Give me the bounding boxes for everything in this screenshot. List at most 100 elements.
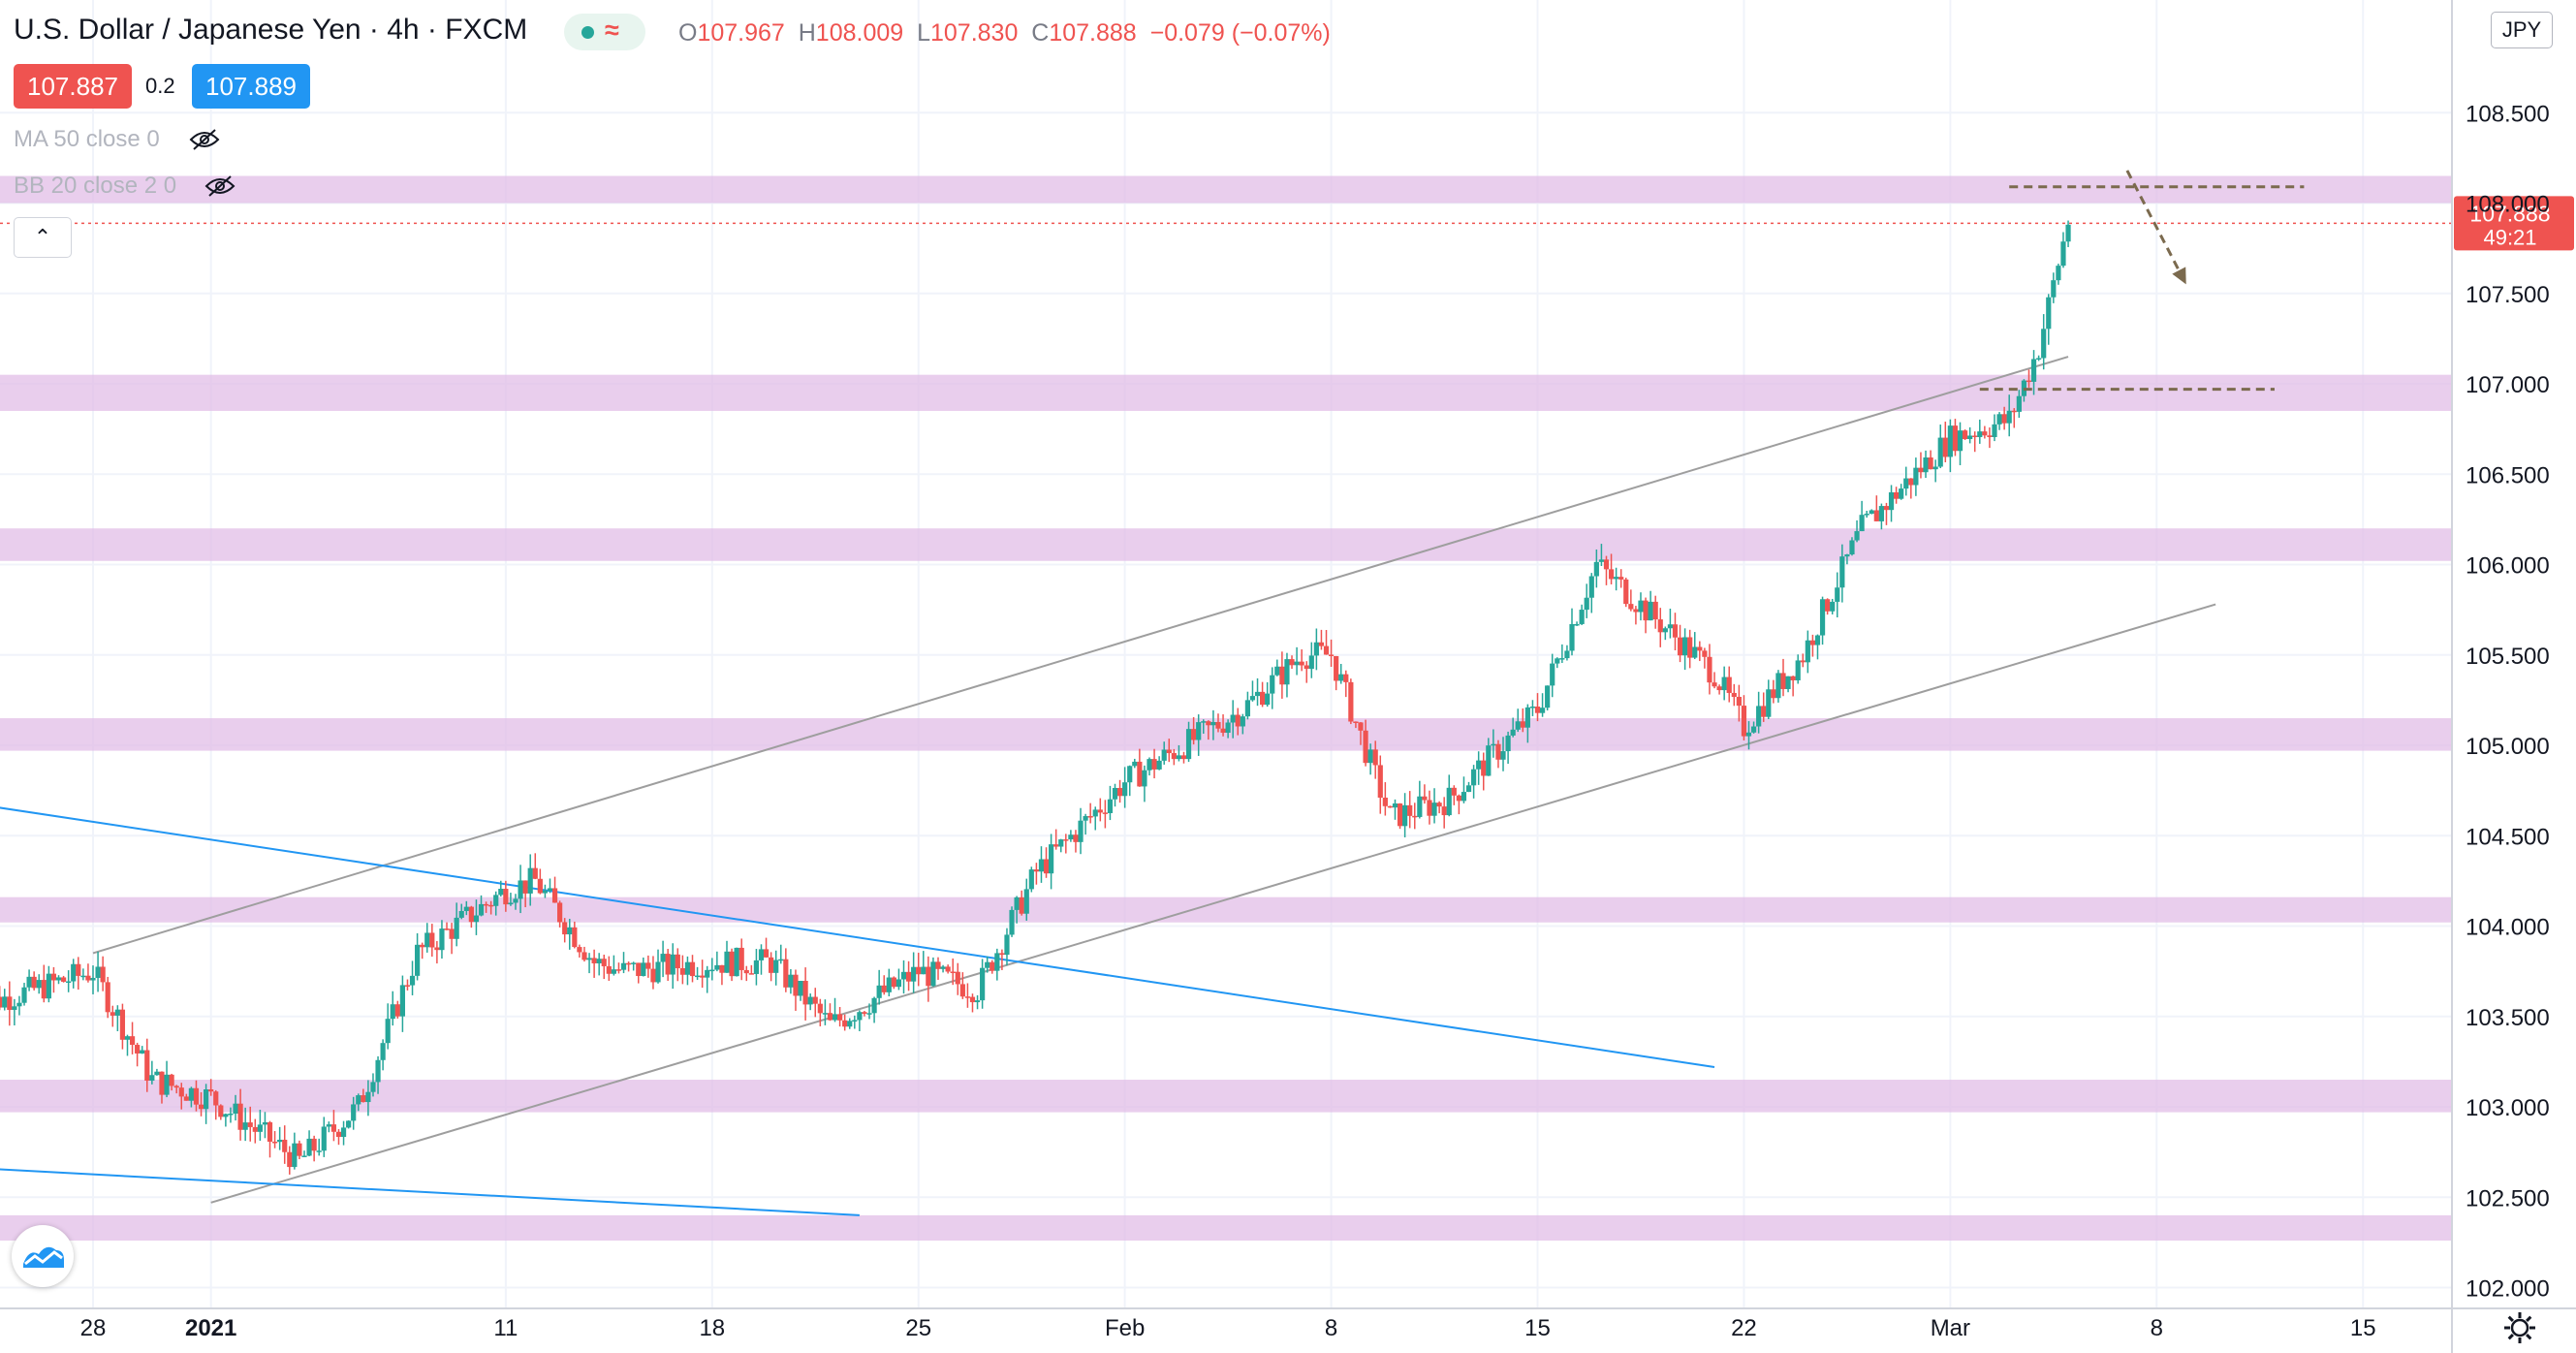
candle-up (454, 917, 459, 939)
candle-down (1707, 656, 1712, 683)
candle-down (783, 959, 789, 988)
sr-zone (0, 374, 2452, 411)
candle-up (458, 910, 464, 918)
candle-up (513, 898, 518, 903)
candle-up (1854, 531, 1860, 541)
candle-up (66, 981, 72, 984)
y-tick-label: 107.000 (2466, 372, 2550, 398)
indicator-bb-label: BB 20 close 2 0 (14, 173, 177, 199)
candle-up (895, 979, 902, 988)
candle-up (326, 1124, 331, 1127)
candle-down (1422, 796, 1428, 801)
candle-up (306, 1138, 312, 1156)
candle-up (356, 1095, 361, 1105)
candle-down (636, 962, 642, 977)
currency-button[interactable]: JPY (2491, 12, 2553, 48)
candle-down (1952, 425, 1959, 452)
trend-lines[interactable] (0, 356, 2216, 1216)
candle-down (1481, 760, 1487, 776)
candle-up (847, 1021, 853, 1027)
candle-down (1358, 722, 1364, 731)
candle-down (763, 949, 770, 958)
candle-up (439, 928, 445, 951)
candle-down (802, 981, 808, 1005)
candle-up (233, 1103, 238, 1114)
candle-up (12, 1006, 17, 1010)
candle-down (926, 966, 931, 987)
candle-up (1367, 749, 1373, 764)
candle-down (700, 975, 706, 978)
candle-down (503, 889, 509, 905)
candle-up (46, 973, 51, 999)
candle-up (21, 987, 27, 1003)
candle-down (31, 976, 37, 989)
candle-down (420, 944, 425, 948)
indicator-bb[interactable]: BB 20 close 2 0 (14, 173, 176, 200)
candle-up (242, 1122, 248, 1130)
candle-up (1014, 897, 1020, 910)
collapse-legend-button[interactable]: ⌃ (14, 217, 72, 258)
sr-zone (0, 175, 2452, 204)
eye-off-icon[interactable] (188, 128, 221, 151)
eye-off-icon[interactable] (204, 174, 236, 198)
x-tick-label: 2021 (185, 1315, 236, 1341)
candle-down (1873, 510, 1879, 521)
candle-up (857, 1012, 863, 1021)
candle-down (1520, 721, 1525, 728)
candle-down (1191, 729, 1197, 740)
candle-down (557, 902, 563, 923)
candle-up (90, 977, 96, 981)
candle-down (1962, 430, 1968, 440)
candle-up (124, 1036, 131, 1040)
gear-icon[interactable] (2500, 1308, 2539, 1347)
candle-up (1004, 934, 1010, 956)
change-value: −0.079 (−0.07%) (1149, 19, 1331, 47)
sell-button[interactable]: 107.887 (14, 64, 132, 109)
candle-up (753, 960, 760, 974)
candle-up (1835, 587, 1840, 602)
candle-down (1761, 706, 1767, 717)
candle-up (822, 1013, 828, 1015)
candle-down (1687, 637, 1693, 658)
candle-up (788, 974, 794, 988)
candle-up (1240, 716, 1245, 727)
sr-zone (0, 1080, 2452, 1113)
candle-up (1446, 787, 1452, 816)
candle-up (1142, 770, 1147, 787)
candle-up (1785, 676, 1791, 689)
tradingview-logo-icon[interactable] (12, 1225, 74, 1287)
indicator-ma[interactable]: MA 50 close 0 (14, 126, 160, 153)
candle-down (1087, 816, 1093, 818)
market-status[interactable]: ≈ (564, 14, 645, 50)
candle-up (1550, 663, 1555, 686)
candle-down (1318, 642, 1325, 646)
channel-line (210, 603, 2216, 1204)
symbol-title[interactable]: U.S. Dollar / Japanese Yen · 4h · FXCM (14, 14, 528, 46)
candle-down (361, 1095, 366, 1103)
candle-down (601, 959, 607, 966)
candle-down (1603, 559, 1610, 570)
candle-up (1977, 431, 1983, 438)
y-tick-label: 102.000 (2466, 1276, 2550, 1303)
candle-up (930, 961, 936, 987)
x-tick-label: Feb (1105, 1315, 1145, 1341)
candle-up (1756, 706, 1762, 727)
candle-down (990, 961, 995, 971)
candle-up (1083, 816, 1088, 821)
candle-down (665, 954, 671, 975)
candle-up (301, 1155, 307, 1157)
y-tick-label: 105.500 (2466, 644, 2550, 670)
candle-down (183, 1096, 189, 1101)
indicator-ma-label: MA 50 close 0 (14, 126, 160, 152)
candle-up (1932, 466, 1938, 470)
buy-button[interactable]: 107.889 (192, 64, 310, 109)
candle-down (916, 966, 922, 975)
candle-up (670, 954, 675, 975)
candle-down (144, 1050, 150, 1082)
candle-down (404, 985, 411, 987)
candle-up (1515, 721, 1521, 730)
candle-down (1456, 795, 1461, 802)
candle-down (1928, 456, 1933, 470)
